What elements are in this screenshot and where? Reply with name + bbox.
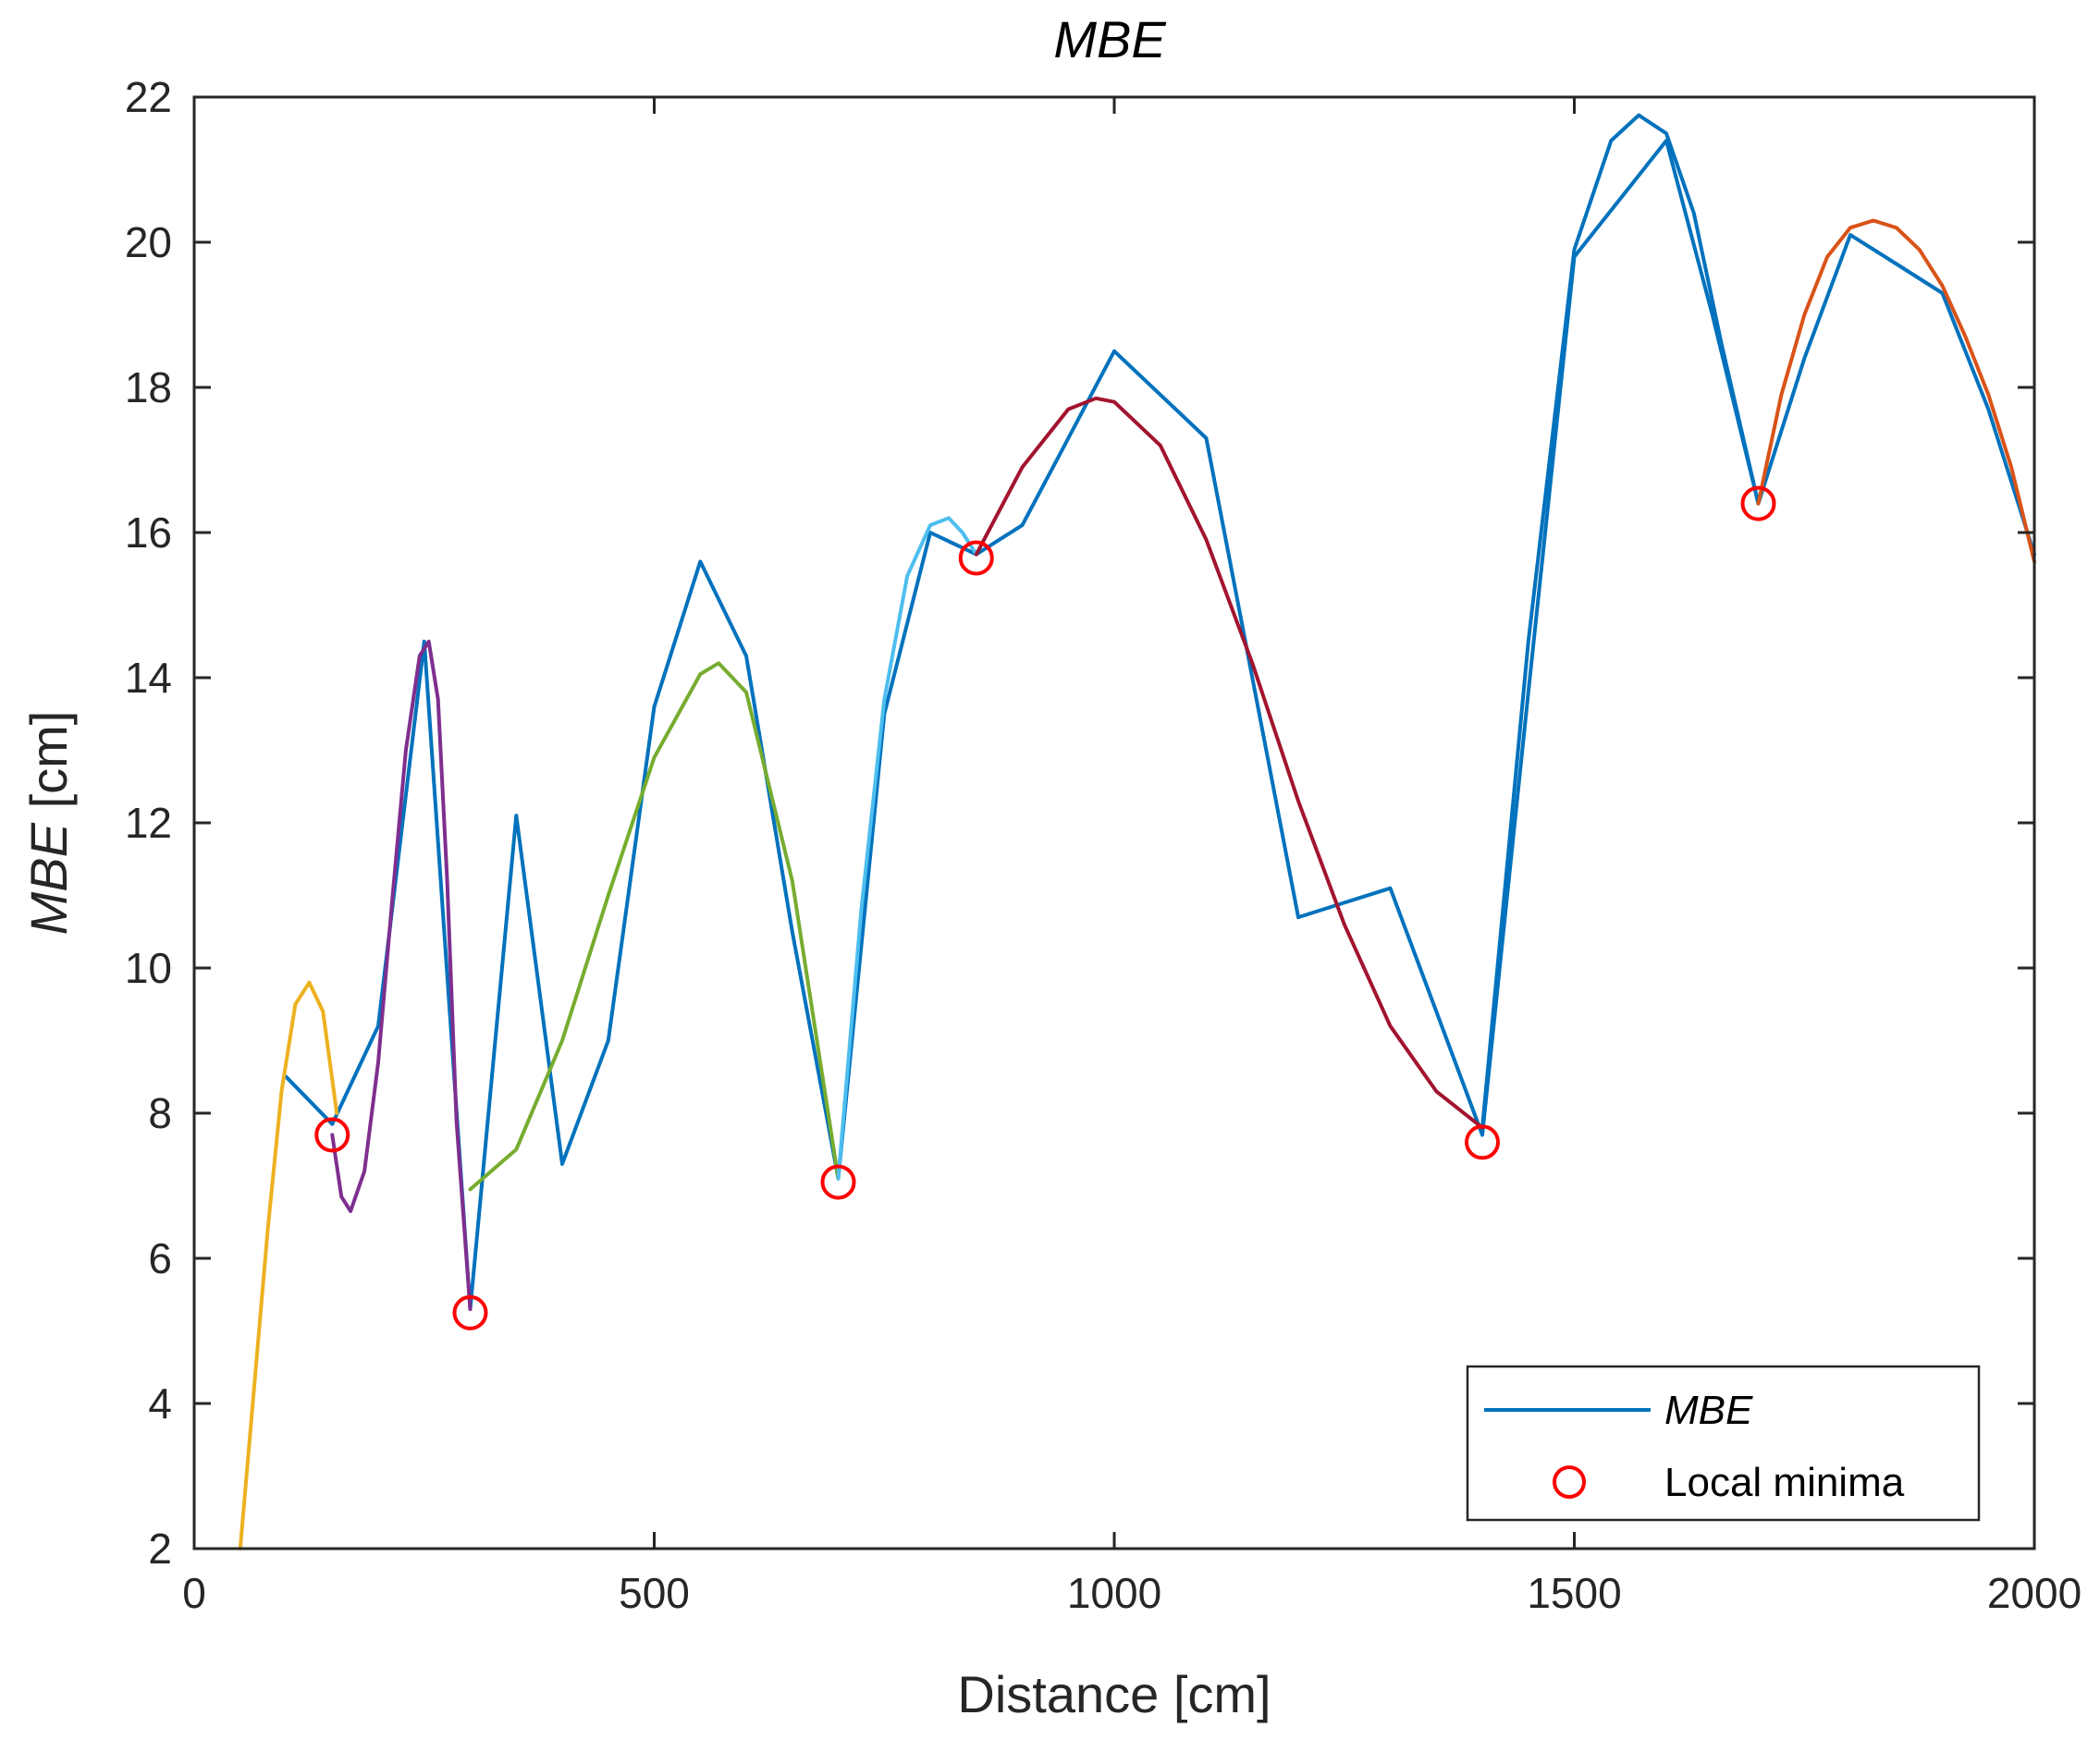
- x-tick-label-2: 1000: [1067, 1569, 1161, 1617]
- legend: MBE Local minima: [1466, 1365, 1981, 1522]
- y-tick-label-3: 8: [148, 1089, 172, 1137]
- x-tick-label-4: 2000: [1987, 1569, 2082, 1617]
- series-line-1: [1480, 113, 1761, 1130]
- local-minimum-marker-5: [1740, 485, 1776, 521]
- y-tick-label-7: 16: [125, 509, 172, 557]
- y-tick-label-8: 18: [125, 363, 172, 411]
- local-minimum-marker-0: [314, 1117, 350, 1153]
- local-minimum-marker-2: [820, 1164, 856, 1200]
- x-tick-label-1: 500: [619, 1569, 690, 1617]
- local-minimum-marker-4: [1465, 1124, 1500, 1160]
- series-line-6: [974, 396, 1484, 1130]
- y-tick-label-4: 10: [125, 944, 172, 992]
- x-tick-label-3: 1500: [1527, 1569, 1621, 1617]
- legend-mbe-label: MBE: [1664, 1388, 1753, 1433]
- y-tick-label-5: 12: [125, 799, 172, 847]
- x-tick-label-0: 0: [182, 1569, 206, 1617]
- x-axis-title: Distance [cm]: [957, 1665, 1271, 1723]
- legend-minima-marker: [1553, 1465, 1586, 1499]
- y-axis-title-unit: [cm]: [19, 711, 78, 823]
- local-minimum-marker-1: [452, 1294, 488, 1330]
- y-axis-title: MBE [cm]: [19, 711, 78, 936]
- ticks-layer: 0 500 1000 1500 2000 2 4 6 8 10 12 14 16 18 20 22: [125, 73, 2082, 1617]
- series-line-2: [238, 980, 339, 1550]
- series-line-7: [1756, 218, 2036, 564]
- local-minima-layer: [314, 485, 1776, 1330]
- y-tick-label-1: 4: [148, 1379, 172, 1428]
- y-tick-label-10: 22: [125, 73, 172, 121]
- y-axis-title-italic: MBE: [19, 822, 78, 935]
- legend-box: [1466, 1365, 1981, 1522]
- series-line-5: [836, 516, 978, 1181]
- y-tick-label-2: 6: [148, 1234, 172, 1282]
- series-layer: [238, 113, 2036, 1550]
- y-tick-label-6: 14: [125, 654, 172, 702]
- legend-minima-label: Local minima: [1664, 1460, 1905, 1505]
- chart-title: MBE: [1053, 10, 1166, 68]
- local-minimum-marker-3: [958, 540, 994, 576]
- series-line-3: [330, 639, 473, 1311]
- series-line-4: [468, 661, 841, 1192]
- y-tick-label-0: 2: [148, 1525, 172, 1573]
- y-tick-label-9: 20: [125, 218, 172, 266]
